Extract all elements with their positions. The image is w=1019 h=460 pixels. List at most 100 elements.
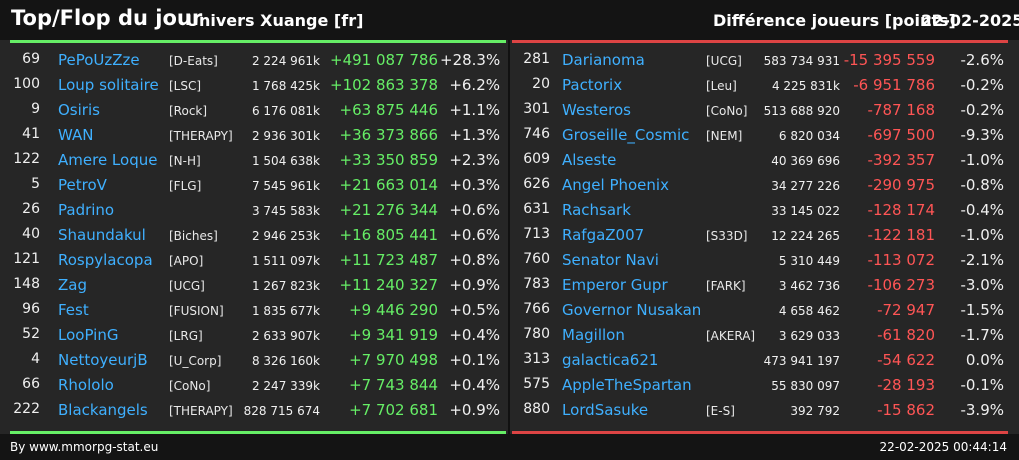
points-cell: 473 941 197 [763, 354, 840, 368]
footer-bar: By www.mmorpg-stat.eu 22-02-2025 00:44:1… [0, 434, 1019, 460]
difference-cell: +7 702 681 [349, 401, 438, 419]
points-cell: 2 633 907k [251, 329, 320, 343]
player-name-link[interactable]: galactica621 [562, 351, 659, 369]
player-name-link[interactable]: Zag [58, 276, 87, 294]
header-date: 22-02-2025 [921, 11, 1019, 30]
percent-cell: +0.6% [449, 226, 500, 244]
rank-cell: 313 [523, 351, 550, 367]
alliance-tag: [CoNo] [169, 379, 211, 393]
alliance-tag: [AKERA] [706, 329, 756, 343]
table-row: 41 WAN [THERAPY] 2 936 301k +36 373 866 +1.3% [0, 123, 508, 148]
difference-cell: -392 357 [867, 151, 935, 169]
top-accent-line [10, 40, 506, 43]
percent-cell: -0.2% [960, 101, 1004, 119]
alliance-tag: [APO] [169, 254, 204, 268]
percent-cell: +6.2% [449, 76, 500, 94]
player-name-link[interactable]: Westeros [562, 101, 631, 119]
points-cell: 3 462 736 [778, 279, 840, 293]
points-cell: 1 835 677k [251, 304, 320, 318]
player-name-link[interactable]: WAN [58, 126, 94, 144]
difference-cell: -787 168 [867, 101, 935, 119]
rank-cell: 20 [532, 76, 550, 92]
player-name-link[interactable]: Amere Loque [58, 151, 158, 169]
player-name-link[interactable]: Governor Nusakan [562, 301, 702, 319]
rank-cell: 121 [13, 251, 40, 267]
table-row: 780 Magillon [AKERA] 3 629 033 -61 820 -1.7% [510, 323, 1019, 348]
table-row: 713 RafgaZ007 [S33D] 12 224 265 -122 181 -1.0… [510, 223, 1019, 248]
difference-cell: +21 276 344 [339, 201, 438, 219]
points-cell: 3 745 583k [251, 204, 320, 218]
percent-cell: +0.8% [449, 251, 500, 269]
points-cell: 4 658 462 [778, 304, 840, 318]
difference-cell: -128 174 [867, 201, 935, 219]
rank-cell: 96 [22, 301, 40, 317]
player-name-link[interactable]: Osiris [58, 101, 100, 119]
table-row: 40 Shaundakul [Biches] 2 946 253k +16 805 44… [0, 223, 508, 248]
percent-cell: +1.1% [449, 101, 500, 119]
player-name-link[interactable]: RafgaZ007 [562, 226, 645, 244]
difference-cell: -72 947 [877, 301, 935, 319]
table-row: 222 Blackangels [THERAPY] 828 715 674 +7 702… [0, 398, 508, 423]
alliance-tag: [S33D] [706, 229, 748, 243]
rank-cell: 52 [22, 326, 40, 342]
table-row: 148 Zag [UCG] 1 267 823k +11 240 327 +0.9% [0, 273, 508, 298]
player-name-link[interactable]: Rospylacopa [58, 251, 153, 269]
points-cell: 55 830 097 [771, 379, 840, 393]
player-name-link[interactable]: PePoUzZze [58, 51, 140, 69]
player-name-link[interactable]: Blackangels [58, 401, 148, 419]
difference-cell: -6 951 786 [853, 76, 935, 94]
player-name-link[interactable]: Rachsark [562, 201, 631, 219]
player-name-link[interactable]: LooPinG [58, 326, 119, 344]
player-name-link[interactable]: Fest [58, 301, 89, 319]
player-name-link[interactable]: Rhololo [58, 376, 114, 394]
player-name-link[interactable]: Magillon [562, 326, 625, 344]
table-row: 626 Angel Phoenix 34 277 226 -290 975 -0.8% [510, 173, 1019, 198]
header-bar: Top/Flop du jour Univers Xuange [fr] Dif… [0, 0, 1019, 40]
player-name-link[interactable]: Padrino [58, 201, 115, 219]
percent-cell: -0.4% [960, 201, 1004, 219]
points-cell: 1 267 823k [251, 279, 320, 293]
player-name-link[interactable]: Loup solitaire [58, 76, 159, 94]
percent-cell: +2.3% [449, 151, 500, 169]
rank-cell: 631 [523, 201, 550, 217]
player-name-link[interactable]: Shaundakul [58, 226, 146, 244]
player-name-link[interactable]: Pactorix [562, 76, 623, 94]
player-name-link[interactable]: LordSasuke [562, 401, 649, 419]
timestamp: 22-02-2025 00:44:14 [879, 440, 1007, 454]
points-cell: 2 946 253k [251, 229, 320, 243]
alliance-tag: [THERAPY] [169, 129, 233, 143]
flop-panel: 281 Darianoma [UCG] 583 734 931 -15 395 559 -… [510, 40, 1019, 434]
alliance-tag: [UCG] [706, 54, 742, 68]
player-name-link[interactable]: Groseille_Cosmic [562, 126, 690, 144]
alliance-tag: [Leu] [706, 79, 737, 93]
table-row: 52 LooPinG [LRG] 2 633 907k +9 341 919 +0.4% [0, 323, 508, 348]
rank-cell: 9 [31, 101, 40, 117]
alliance-tag: [THERAPY] [169, 404, 233, 418]
percent-cell: -0.1% [960, 376, 1004, 394]
rank-cell: 66 [22, 376, 40, 392]
table-row: 20 Pactorix [Leu] 4 225 831k -6 951 786 -0.2% [510, 73, 1019, 98]
alliance-tag: [CoNo] [706, 104, 748, 118]
alliance-tag: [FUSION] [169, 304, 224, 318]
player-name-link[interactable]: AppleTheSpartan [562, 376, 692, 394]
player-name-link[interactable]: Darianoma [562, 51, 645, 69]
top-bottom-line [10, 431, 506, 434]
player-name-link[interactable]: PetroV [58, 176, 107, 194]
player-name-link[interactable]: Emperor Gupr [562, 276, 668, 294]
player-name-link[interactable]: Alseste [562, 151, 617, 169]
percent-cell: -1.0% [960, 151, 1004, 169]
difference-cell: +36 373 866 [339, 126, 438, 144]
rank-cell: 222 [13, 401, 40, 417]
alliance-tag: [NEM] [706, 129, 743, 143]
alliance-tag: [Biches] [169, 229, 218, 243]
points-cell: 1 511 097k [251, 254, 320, 268]
points-cell: 828 715 674 [243, 404, 320, 418]
table-row: 281 Darianoma [UCG] 583 734 931 -15 395 559 -… [510, 48, 1019, 73]
alliance-tag: [FLG] [169, 179, 202, 193]
player-name-link[interactable]: Angel Phoenix [562, 176, 669, 194]
difference-cell: +7 743 844 [349, 376, 438, 394]
difference-cell: -28 193 [877, 376, 935, 394]
player-name-link[interactable]: NettoyeurjB [58, 351, 148, 369]
player-name-link[interactable]: Senator Navi [562, 251, 659, 269]
points-cell: 5 310 449 [778, 254, 840, 268]
